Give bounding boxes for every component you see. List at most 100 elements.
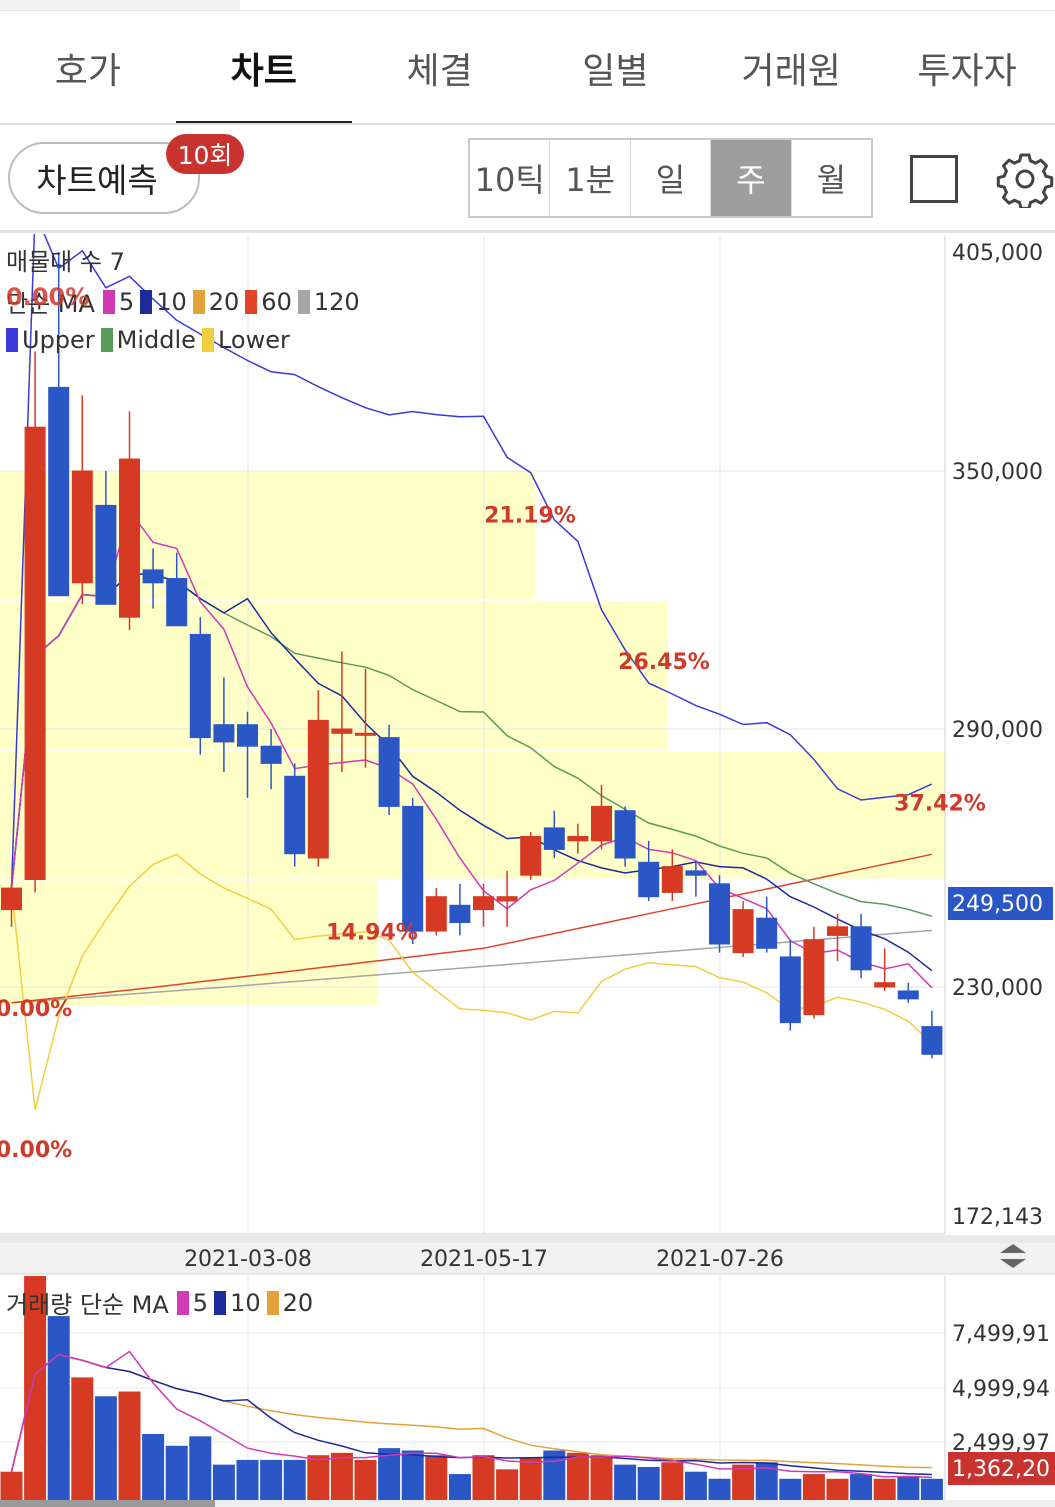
volume-profile-legend: 매물대 수 7 [6, 242, 125, 277]
date-strip [0, 1243, 1055, 1273]
candle-body [567, 836, 589, 842]
current-price-tag [948, 887, 1053, 920]
current-volume-tag [948, 1452, 1055, 1485]
volume-bar [236, 1459, 259, 1500]
current-volume-label: 1,362,20 [952, 1457, 1050, 1482]
candle [921, 1010, 943, 1059]
tab-chart[interactable]: 차트 [175, 12, 352, 124]
current-price-label: 249,500 [952, 892, 1043, 917]
candle-body [614, 810, 636, 859]
bb-middle-swatch [100, 328, 113, 352]
tab-daily[interactable]: 일별 [582, 51, 649, 92]
candle [850, 913, 872, 979]
vol-ma10-swatch [214, 1290, 227, 1315]
volume-profile-pct: 14.94% [326, 921, 418, 946]
volume-bar [826, 1478, 849, 1500]
period-day[interactable]: 일 [631, 140, 712, 216]
candle [449, 883, 471, 936]
candle-body [189, 633, 211, 739]
stock-chart[interactable]: 21.19% 26.45% 37.42% 14.94% 0.00% 0.00% 405,00… [0, 211, 1055, 1507]
candle [685, 862, 707, 897]
candle-body [260, 745, 282, 764]
price-axis-label: 172,143 [952, 1205, 1043, 1230]
candle-body [284, 775, 306, 855]
candle [355, 668, 376, 768]
candle [142, 548, 164, 609]
candle [48, 252, 70, 597]
tab-trades[interactable]: 체결 [406, 51, 473, 92]
volume-bar [165, 1445, 188, 1500]
period-month[interactable]: 월 [816, 161, 847, 199]
volume-bar [118, 1391, 141, 1500]
volume-bar [47, 1316, 70, 1500]
volume-bar [260, 1459, 283, 1500]
bb-middle-label: Middle [116, 326, 196, 354]
period-10tick[interactable]: 10틱 [470, 140, 551, 216]
candle-body [756, 917, 778, 949]
chart-canvas[interactable]: 21.19% 26.45% 37.42% 14.94% 0.00% 0.00% 405,00… [0, 211, 1055, 1507]
volume-profile-band [0, 601, 668, 750]
candle-body [119, 458, 140, 618]
date-axis-label: 2021-07-26 [656, 1247, 784, 1272]
candle [166, 552, 188, 627]
volume-profile-pct: 26.45% [618, 650, 710, 675]
candle-body [402, 805, 424, 932]
volume-bar [661, 1462, 684, 1500]
candle-body [355, 732, 376, 736]
candle [425, 888, 447, 936]
volume-bar [24, 1276, 47, 1500]
volume-bar [0, 1471, 23, 1500]
ma10-label: 10 [156, 287, 187, 316]
candle [213, 677, 235, 772]
volume-bar [401, 1450, 424, 1500]
scroll-thumb [0, 1500, 215, 1507]
candle-body [638, 861, 660, 898]
ma60-label: 60 [261, 287, 292, 316]
tab-brokers[interactable]: 거래원 [741, 51, 841, 92]
candle-body [850, 926, 872, 971]
volume-profile-band [0, 880, 377, 1006]
volume-bar [614, 1464, 637, 1500]
period-1min[interactable]: 1분 [550, 140, 631, 216]
predict-count-badge: 10회 [166, 134, 244, 174]
volume-bar [543, 1450, 566, 1500]
volume-bar [354, 1459, 377, 1500]
gear-icon[interactable] [996, 150, 1054, 208]
candle [567, 823, 589, 854]
square-icon[interactable] [910, 155, 958, 203]
period-selector: 10틱 1분 일 주 월 [468, 138, 873, 218]
bb-lower-swatch [201, 328, 214, 352]
volume-bar [142, 1433, 165, 1500]
bb-upper-label: Upper [22, 326, 95, 354]
tab-hoga[interactable]: 호가 [54, 51, 122, 92]
candle [24, 351, 46, 893]
chart-toolbar: 차트예측 10회 10틱 1분 일 주 월 [0, 126, 1055, 230]
bb-upper-swatch [6, 328, 18, 352]
ma120-label: 120 [313, 287, 360, 316]
volume-bar [378, 1448, 401, 1500]
price-axis-label: 405,000 [952, 241, 1043, 266]
bb-lower-label: Lower [217, 326, 290, 354]
resize-handle-icon[interactable] [1000, 1244, 1026, 1268]
candle [543, 810, 565, 858]
tab-bar: 호가 차트 체결 일별 거래원 투자자 [0, 12, 1055, 124]
candle [1, 883, 22, 927]
volume-bar [212, 1464, 235, 1500]
candle-body [237, 724, 258, 747]
candle [756, 896, 778, 953]
period-week[interactable]: 주 [711, 140, 792, 216]
candle-body [803, 939, 825, 1016]
volume-bar [283, 1459, 306, 1500]
tab-investors[interactable]: 투자자 [917, 51, 1017, 92]
volume-axis-label: 2,499,97 [952, 1431, 1050, 1456]
candle-body [1, 887, 22, 911]
candle-body [779, 956, 801, 1024]
volume-bar [897, 1476, 920, 1500]
candle [307, 690, 329, 867]
candle [638, 840, 660, 901]
vol-ma20-swatch [266, 1290, 279, 1315]
ma5-swatch [102, 289, 115, 314]
volume-bar [519, 1457, 542, 1500]
candle [189, 617, 211, 755]
bollinger-lower-line [10, 853, 933, 1110]
